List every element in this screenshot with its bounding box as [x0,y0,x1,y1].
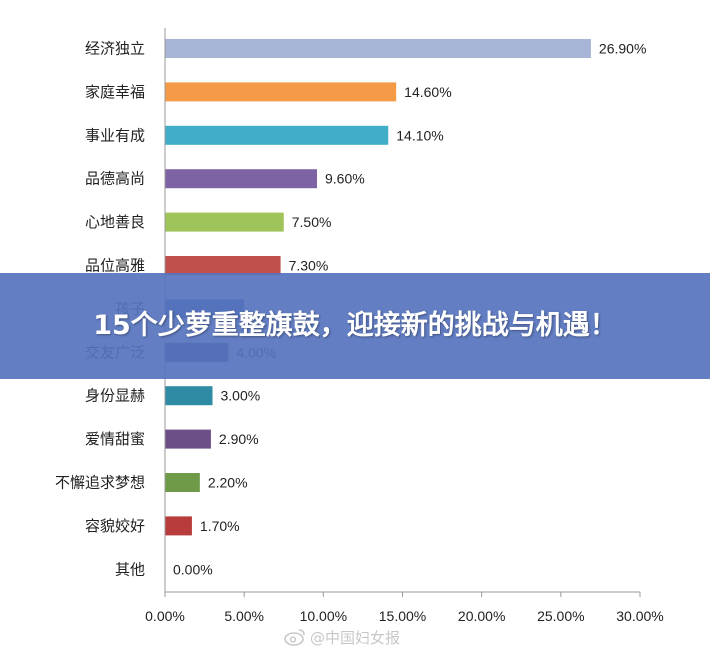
category-label: 其他 [115,560,145,578]
x-tick-label: 15.00% [379,608,426,624]
data-label: 9.60% [325,171,365,187]
bar [165,429,211,449]
bar [165,473,200,492]
category-label: 心地善良 [85,213,145,231]
category-label: 品位高雅 [85,257,145,275]
watermark-text: @中国妇女报 [310,628,401,647]
headline-banner: 15个少萝重整旗鼓，迎接新的挑战与机遇！ [0,273,710,379]
data-label: 2.90% [219,431,259,447]
x-tick-label: 30.00% [616,608,663,624]
x-tick-label: 5.00% [224,608,264,624]
bar [165,169,317,189]
bar [165,256,281,275]
category-label: 经济独立 [85,40,145,58]
data-label: 14.60% [404,84,451,100]
data-label: 1.70% [200,518,240,534]
data-label: 7.50% [292,214,332,230]
category-label: 事业有成 [85,126,145,144]
value-labels: 26.90%14.60%14.10%9.60%7.50%7.30%4.00%3.… [173,41,646,578]
category-label: 身份显赫 [85,387,145,405]
watermark: @中国妇女报 [284,626,400,648]
data-label: 0.00% [173,561,213,577]
x-tick-label: 0.00% [145,608,185,624]
data-label: 26.90% [599,41,646,57]
x-tick-label: 25.00% [537,608,584,624]
bar [165,125,389,145]
bar [165,386,213,406]
headline-text: 15个少萝重整旗鼓，迎接新的挑战与机遇！ [93,310,617,341]
bar [165,82,397,102]
weibo-icon [284,629,305,646]
category-label: 品德高尚 [85,170,145,188]
data-label: 2.20% [208,475,248,491]
x-tick-label: 20.00% [458,608,505,624]
category-label: 家庭幸福 [85,83,145,101]
x-tick-label: 10.00% [300,608,347,624]
bar [165,516,192,536]
data-label: 3.00% [221,388,261,404]
category-label: 不懈追求梦想 [55,474,145,492]
bar [165,39,591,58]
bar [165,212,284,232]
data-label: 7.30% [289,258,329,274]
category-label: 爱情甜蜜 [85,430,145,448]
data-label: 14.10% [396,127,443,143]
category-label: 容貌姣好 [85,517,145,535]
x-tick-labels: 0.00% 5.00% 10.00% 15.00% 20.00% 25.00% 30.00% [145,592,664,624]
